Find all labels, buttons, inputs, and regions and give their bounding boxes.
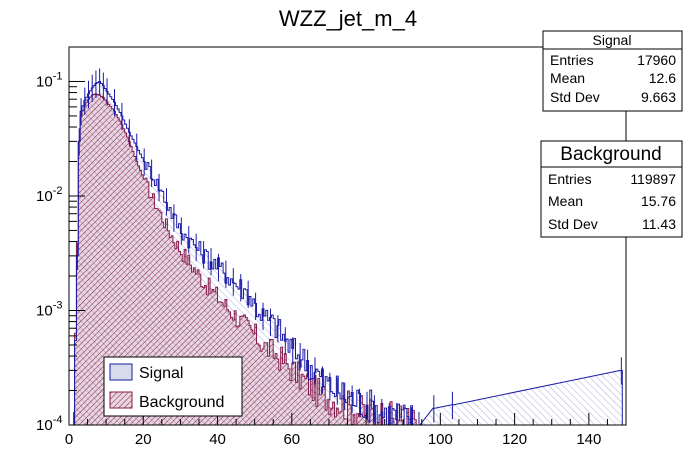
stats-label: Mean (550, 70, 585, 86)
stats-value: 119897 (630, 171, 676, 187)
legend-label-background: Background (139, 394, 224, 411)
x-tick-label: 80 (358, 431, 375, 448)
stats-label: Entries (548, 171, 592, 187)
stats-value: 15.76 (641, 193, 676, 209)
stats-value: 9.663 (641, 89, 676, 105)
stats-value: 12.6 (649, 70, 676, 86)
x-tick-label: 20 (135, 431, 152, 448)
stats-label: Std Dev (550, 89, 600, 105)
x-tick-label: 120 (502, 431, 527, 448)
plot-area (72, 68, 623, 426)
stats-value: 11.43 (642, 216, 676, 232)
x-tick-label: 100 (428, 431, 453, 448)
x-tick-label: 0 (65, 431, 73, 448)
stats-label: Std Dev (548, 216, 598, 232)
x-axis: 0 20 40 60 80 100 120 140 (65, 413, 627, 448)
x-tick-label: 60 (283, 431, 300, 448)
legend: Signal Background (103, 356, 243, 417)
stats-box-background: Background Entries 119897 Mean 15.76 Std… (540, 140, 683, 238)
legend-label-signal: Signal (139, 365, 183, 382)
legend-swatch-signal (109, 363, 133, 381)
y-tick-label: 10-3 (36, 299, 62, 319)
y-tick-label: 10-1 (36, 70, 62, 90)
y-tick-label: 10-4 (36, 414, 62, 434)
stats-title: Signal (593, 32, 632, 48)
stats-label: Entries (550, 52, 594, 68)
stats-title: Background (560, 144, 661, 165)
stats-box-signal: Signal Entries 17960 Mean 12.6 Std Dev 9… (542, 30, 683, 112)
x-tick-label: 40 (209, 431, 226, 448)
legend-swatch-background (109, 391, 133, 409)
y-axis: 10-4 10-3 10-2 10-1 (36, 46, 85, 434)
stats-label: Mean (548, 193, 583, 209)
x-tick-label: 140 (576, 431, 601, 448)
stats-value: 17960 (637, 52, 676, 68)
y-tick-label: 10-2 (36, 185, 62, 205)
chart-title: WZZ_jet_m_4 (279, 6, 417, 31)
